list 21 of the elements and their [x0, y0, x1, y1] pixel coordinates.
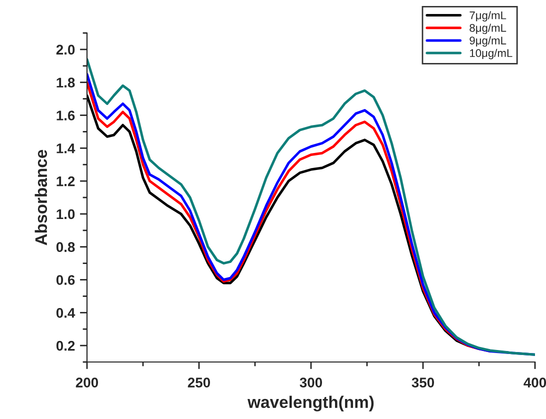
x-axis-title: wavelength(nm)	[248, 396, 374, 412]
y-tick-label: 0.4	[56, 308, 76, 318]
x-tick-label: 350	[412, 378, 434, 388]
legend-label: 7μg/mL	[470, 11, 506, 22]
y-tick-label: 2.0	[56, 44, 75, 55]
y-tick-label: 1.0	[56, 209, 75, 220]
y-tick-label: 1.8	[56, 78, 75, 88]
legend-label: 8μg/mL	[470, 24, 506, 34]
y-tick-label: 1.4	[56, 144, 76, 154]
x-tick-label: 200	[76, 378, 98, 388]
x-tick-label: 400	[524, 378, 546, 388]
y-tick-label: 0.2	[56, 340, 75, 351]
legend-label: 9μg/mL	[470, 36, 506, 47]
y-tick-label: 0.6	[56, 275, 75, 285]
y-tick-label: 0.8	[56, 242, 75, 252]
y-axis-title: Absorbance	[34, 150, 48, 246]
x-tick-label: 300	[300, 378, 322, 388]
legend-label: 10μg/mL	[470, 48, 512, 60]
y-tick-label: 1.2	[56, 176, 75, 186]
y-tick-label: 1.6	[56, 110, 75, 120]
x-tick-label: 250	[188, 378, 210, 388]
